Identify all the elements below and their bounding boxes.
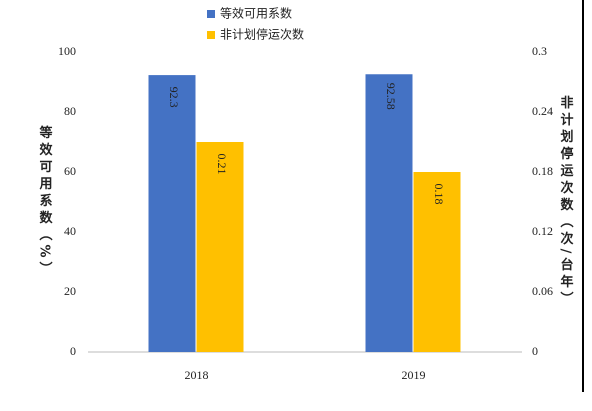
bar [365, 74, 413, 352]
y-tick-label: 80 [64, 104, 76, 118]
y-axis-label: 等效可用系数（%） [37, 125, 54, 279]
x-tick-label: 2018 [185, 368, 209, 382]
y2-tick-label: 0.24 [532, 104, 553, 118]
data-label: 0.21 [215, 154, 229, 175]
y2-tick-label: 0.18 [532, 164, 553, 178]
data-label: 0.18 [432, 184, 446, 205]
data-label: 92.3 [167, 87, 181, 108]
x-tick-label: 2019 [402, 368, 426, 382]
y-tick-label: 60 [64, 164, 76, 178]
legend-label: 等效可用系数 [220, 6, 292, 21]
legend-swatch [207, 10, 215, 18]
legend-swatch [207, 31, 215, 39]
bar [413, 172, 461, 352]
y-tick-label: 40 [64, 224, 76, 238]
y2-tick-label: 0.12 [532, 224, 553, 238]
y2-tick-label: 0 [532, 344, 538, 358]
y-tick-label: 20 [64, 284, 76, 298]
y-tick-label: 0 [70, 344, 76, 358]
data-label: 92.58 [384, 83, 398, 110]
y2-tick-label: 0.3 [532, 44, 547, 58]
legend-label: 非计划停运次数 [220, 27, 304, 42]
bar [148, 75, 196, 352]
y2-axis-label: 非计划停运次数（次/台年） [558, 95, 575, 308]
bar [196, 142, 244, 352]
y-tick-label: 100 [58, 44, 76, 58]
y2-tick-label: 0.06 [532, 284, 553, 298]
